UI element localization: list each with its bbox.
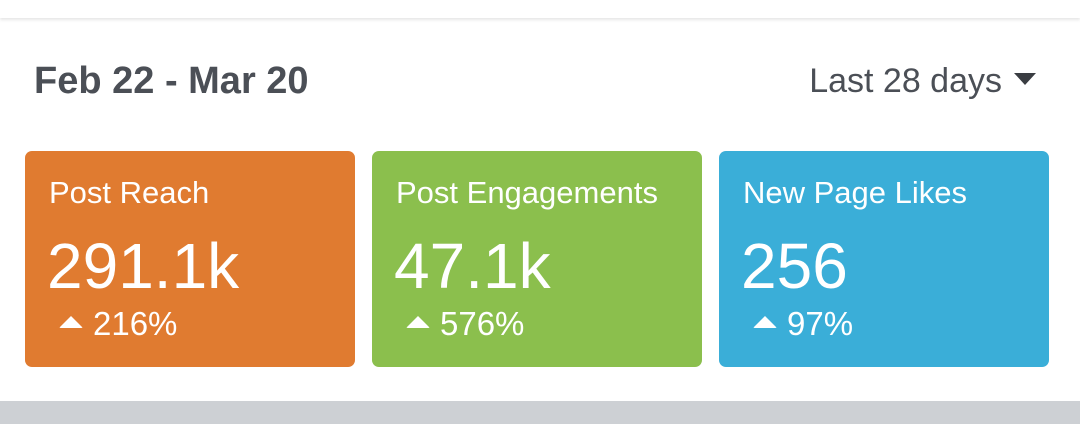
insights-header: Feb 22 - Mar 20 Last 28 days bbox=[34, 56, 1036, 106]
metric-change-value: 97% bbox=[787, 305, 854, 342]
metric-cards: Post Reach 291.1k 216% Post Engagements … bbox=[25, 151, 1049, 367]
metric-change: 216% bbox=[59, 305, 177, 343]
metric-label: Post Reach bbox=[49, 175, 210, 210]
metric-label: Post Engagements bbox=[396, 175, 658, 210]
metric-card-post-engagements[interactable]: Post Engagements 47.1k 576% bbox=[372, 151, 702, 367]
metric-value: 256 bbox=[741, 230, 848, 302]
metric-change-value: 576% bbox=[440, 305, 525, 342]
metric-change-value: 216% bbox=[93, 305, 178, 342]
up-arrow-icon bbox=[753, 316, 777, 328]
section-divider bbox=[0, 401, 1080, 424]
metric-card-post-reach[interactable]: Post Reach 291.1k 216% bbox=[25, 151, 355, 367]
up-arrow-icon bbox=[406, 316, 430, 328]
metric-change: 97% bbox=[753, 305, 853, 343]
period-dropdown-label: Last 28 days bbox=[809, 61, 1002, 100]
top-bar-shadow bbox=[0, 0, 1080, 18]
period-dropdown[interactable]: Last 28 days bbox=[809, 62, 1036, 101]
up-arrow-icon bbox=[59, 316, 83, 328]
caret-down-icon bbox=[1014, 73, 1036, 85]
metric-label: New Page Likes bbox=[743, 175, 968, 210]
date-range-label: Feb 22 - Mar 20 bbox=[34, 59, 309, 102]
metric-change: 576% bbox=[406, 305, 524, 343]
metric-value: 47.1k bbox=[394, 230, 551, 302]
metric-card-new-page-likes[interactable]: New Page Likes 256 97% bbox=[719, 151, 1049, 367]
metric-value: 291.1k bbox=[47, 230, 240, 302]
